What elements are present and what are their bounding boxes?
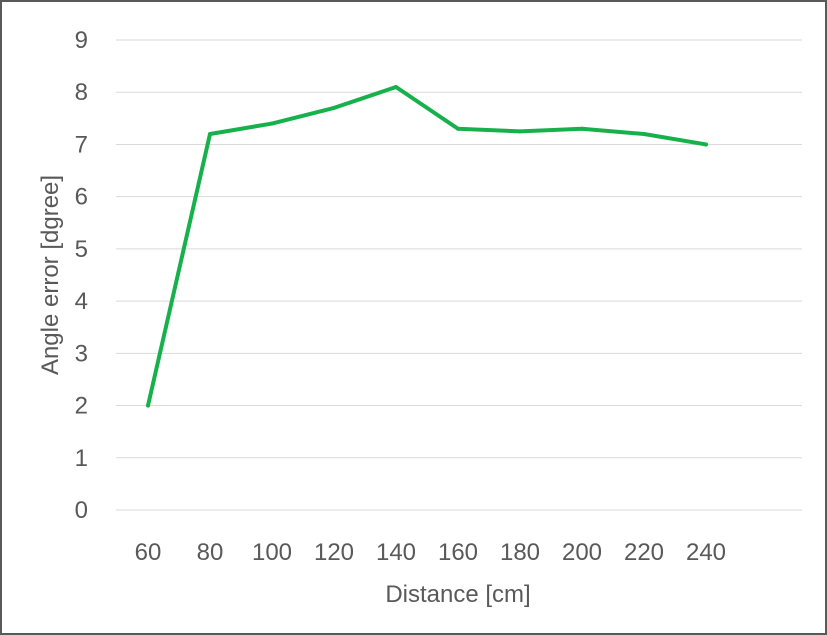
data-point — [394, 85, 398, 89]
y-axis-title: Angle error [dgree] — [37, 175, 64, 375]
x-tick-label: 240 — [686, 539, 726, 566]
data-point — [270, 121, 274, 126]
series-layer — [146, 85, 708, 408]
gridlines — [116, 39, 802, 511]
data-point — [456, 126, 460, 131]
y-tick-label: 7 — [75, 131, 88, 158]
y-tick-label: 4 — [75, 288, 88, 315]
data-point — [580, 126, 584, 131]
x-tick-labels: 60 80 100 120 140 160 180 200 220 240 — [135, 539, 726, 566]
y-tick-label: 8 — [75, 79, 88, 106]
x-tick-label: 180 — [500, 539, 540, 566]
x-tick-label: 120 — [314, 539, 354, 566]
y-tick-label: 9 — [75, 27, 88, 54]
series-line — [146, 85, 708, 408]
y-tick-label: 3 — [75, 340, 88, 367]
x-axis-title: Distance [cm] — [385, 581, 530, 608]
y-tick-labels: 0 1 2 3 4 5 6 7 8 9 — [75, 27, 88, 524]
y-tick-label: 0 — [75, 497, 88, 524]
x-tick-label: 160 — [438, 539, 478, 566]
x-tick-label: 140 — [376, 539, 416, 566]
data-point — [146, 403, 150, 408]
y-tick-label: 6 — [75, 184, 88, 211]
x-tick-label: 200 — [562, 539, 602, 566]
data-point — [704, 142, 708, 147]
x-tick-label: 60 — [135, 539, 162, 566]
data-point — [332, 105, 336, 110]
x-tick-label: 80 — [197, 539, 224, 566]
y-tick-label: 2 — [75, 393, 88, 420]
x-tick-label: 220 — [624, 539, 664, 566]
data-point — [518, 129, 522, 134]
y-tick-label: 5 — [75, 236, 88, 263]
data-point — [208, 132, 212, 136]
y-tick-label: 1 — [75, 445, 88, 472]
data-point — [642, 132, 646, 136]
x-tick-label: 100 — [252, 539, 292, 566]
